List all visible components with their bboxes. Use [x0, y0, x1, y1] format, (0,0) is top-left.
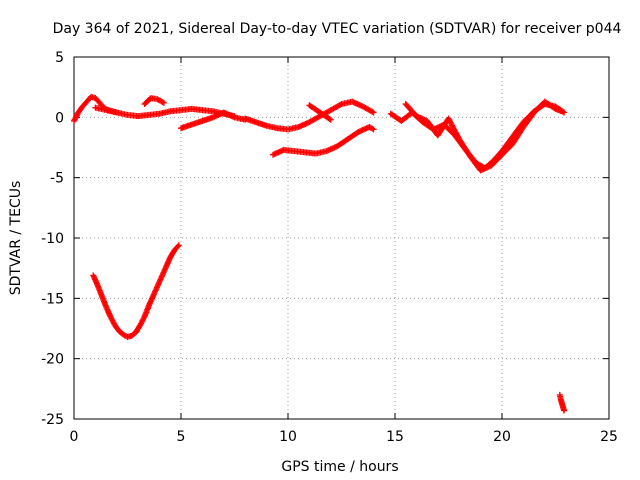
series-track-c — [178, 109, 249, 132]
tick-labels: 0 5 10 15 20 25 5 0 -5 -10 -15 -20 -25 — [41, 50, 618, 445]
y-tick-label: -10 — [41, 231, 64, 247]
data-point — [159, 99, 166, 106]
data-point — [558, 108, 565, 115]
y-tick-label: -25 — [41, 412, 64, 428]
grid — [74, 57, 609, 419]
y-tick-label: -5 — [50, 171, 64, 187]
x-tick-label: 0 — [70, 429, 79, 445]
y-axis-label: SDTVAR / TECUs — [8, 181, 24, 296]
data-point — [561, 407, 568, 414]
x-axis-label: GPS time / hours — [281, 459, 398, 475]
series-track-h — [402, 98, 565, 174]
y-tick-label: 0 — [55, 110, 64, 126]
data-points — [71, 93, 568, 414]
data-point — [327, 116, 334, 123]
data-point — [160, 99, 167, 106]
x-tick-label: 20 — [493, 429, 511, 445]
data-point — [337, 101, 344, 108]
chart-title: Day 364 of 2021, Sidereal Day-to-day VTE… — [53, 21, 622, 37]
x-tick-label: 15 — [386, 429, 404, 445]
data-point — [369, 108, 376, 115]
series-track-d — [242, 98, 377, 133]
y-tick-label: -15 — [41, 291, 64, 307]
data-point — [175, 242, 182, 249]
y-tick-label: -20 — [41, 352, 64, 368]
x-tick-label: 25 — [600, 429, 618, 445]
series-track-low — [90, 242, 182, 340]
data-point — [174, 243, 181, 250]
ticks — [73, 56, 610, 420]
x-tick-label: 5 — [177, 429, 186, 445]
series-track-b — [141, 95, 167, 108]
data-point — [326, 115, 333, 122]
series-track-e — [270, 123, 377, 158]
data-point — [370, 109, 377, 116]
data-point — [370, 126, 377, 133]
series-track-a — [92, 104, 238, 120]
series-track-f — [306, 102, 334, 123]
series-track-end — [556, 391, 568, 414]
y-tick-label: 5 — [55, 50, 64, 66]
x-tick-label: 10 — [279, 429, 297, 445]
